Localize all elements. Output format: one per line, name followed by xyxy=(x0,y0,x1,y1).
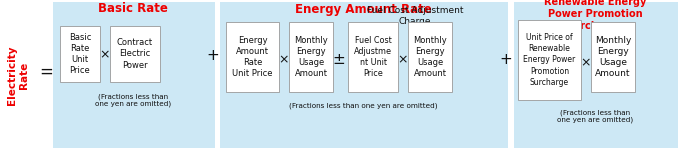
Text: ±: ± xyxy=(333,52,345,68)
Text: Basic
Rate
Unit
Price: Basic Rate Unit Price xyxy=(69,33,91,75)
Text: ×: × xyxy=(581,57,591,69)
Text: Electricity
Rate: Electricity Rate xyxy=(7,45,29,105)
Text: Renewable Energy
Power Promotion
Surcharge: Renewable Energy Power Promotion Surchar… xyxy=(544,0,646,31)
Text: Monthly
Energy
Usage
Amount: Monthly Energy Usage Amount xyxy=(595,36,631,78)
FancyBboxPatch shape xyxy=(518,20,581,100)
Text: ×: × xyxy=(279,54,289,66)
FancyBboxPatch shape xyxy=(591,22,635,92)
FancyBboxPatch shape xyxy=(226,22,279,92)
Text: Unit Price of
Renewable
Energy Power
Promotion
Surcharge: Unit Price of Renewable Energy Power Pro… xyxy=(524,33,576,87)
Text: ×: × xyxy=(100,48,110,62)
Text: Basic Rate: Basic Rate xyxy=(98,3,168,15)
Text: Fuel Cost Adjustment
Charge: Fuel Cost Adjustment Charge xyxy=(367,6,463,26)
Text: (Fractions less than one yen are omitted): (Fractions less than one yen are omitted… xyxy=(289,103,437,109)
Text: (Fractions less than
one yen are omitted): (Fractions less than one yen are omitted… xyxy=(557,109,633,123)
Text: Energy
Amount
Rate
Unit Price: Energy Amount Rate Unit Price xyxy=(233,36,273,78)
FancyBboxPatch shape xyxy=(60,26,100,82)
FancyBboxPatch shape xyxy=(110,26,160,82)
Bar xyxy=(53,2,215,148)
Text: (Fractions less than
one yen are omitted): (Fractions less than one yen are omitted… xyxy=(95,93,171,107)
Text: Monthly
Energy
Usage
Amount: Monthly Energy Usage Amount xyxy=(413,36,447,78)
Text: Fuel Cost
Adjustme
nt Unit
Price: Fuel Cost Adjustme nt Unit Price xyxy=(354,36,392,78)
FancyBboxPatch shape xyxy=(408,22,452,92)
Text: ×: × xyxy=(398,54,408,66)
Text: =: = xyxy=(39,63,53,81)
Text: +: + xyxy=(500,52,512,68)
Text: +: + xyxy=(207,48,220,63)
Bar xyxy=(514,2,678,148)
Bar xyxy=(220,2,508,148)
Text: Monthly
Energy
Usage
Amount: Monthly Energy Usage Amount xyxy=(294,36,328,78)
FancyBboxPatch shape xyxy=(289,22,333,92)
FancyBboxPatch shape xyxy=(348,22,398,92)
Text: Energy Amount Rate: Energy Amount Rate xyxy=(294,3,431,15)
Text: Contract
Electric
Power: Contract Electric Power xyxy=(117,38,153,70)
